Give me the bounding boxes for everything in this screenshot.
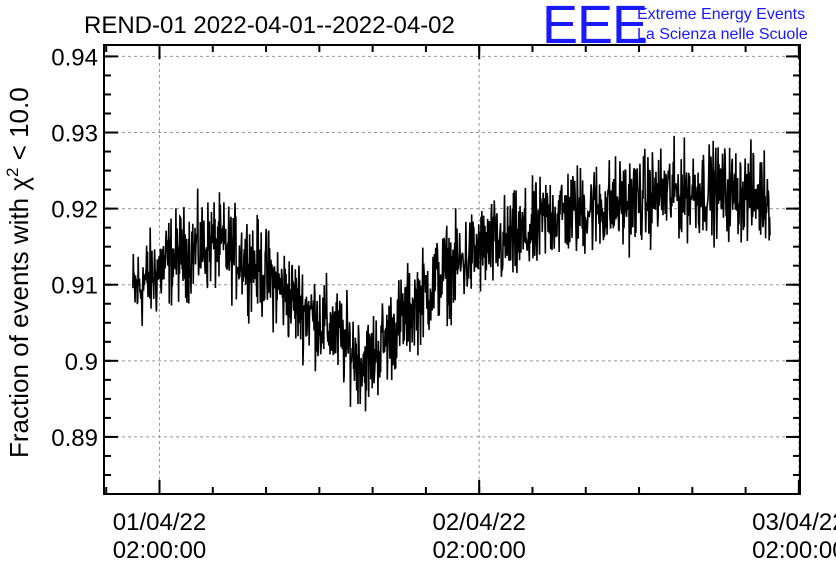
y-tick-label: 0.92: [51, 197, 98, 224]
x-tick-time: 02:00:00: [752, 537, 836, 564]
logo-line-2: La Scienza nelle Scuole: [637, 26, 808, 43]
y-tick-label: 0.94: [51, 44, 98, 71]
y-tick-label: 0.89: [51, 425, 98, 452]
y-axis-label: Fraction of events with χ2 < 10.0: [3, 87, 34, 458]
x-tick-date: 01/04/22: [113, 509, 206, 536]
x-tick-time: 02:00:00: [432, 537, 525, 564]
y-tick-label: 0.9: [65, 349, 98, 376]
logo-line-1: Extreme Energy Events: [637, 6, 805, 23]
plot-frame: [103, 44, 801, 495]
x-tick-date: 02/04/22: [432, 509, 525, 536]
tick-labels: 0.890.90.910.920.930.9401/04/2202:00:000…: [51, 44, 836, 564]
eee-logo: EEE: [542, 0, 647, 55]
y-tick-label: 0.93: [51, 121, 98, 148]
axes: [103, 44, 801, 495]
y-tick-label: 0.91: [51, 273, 98, 300]
x-tick-date: 03/04/22: [752, 509, 836, 536]
series-layer: [132, 135, 771, 412]
chart-title: REND-01 2022-04-01--2022-04-02: [84, 12, 455, 39]
series-line: [132, 135, 771, 412]
x-tick-time: 02:00:00: [113, 537, 206, 564]
